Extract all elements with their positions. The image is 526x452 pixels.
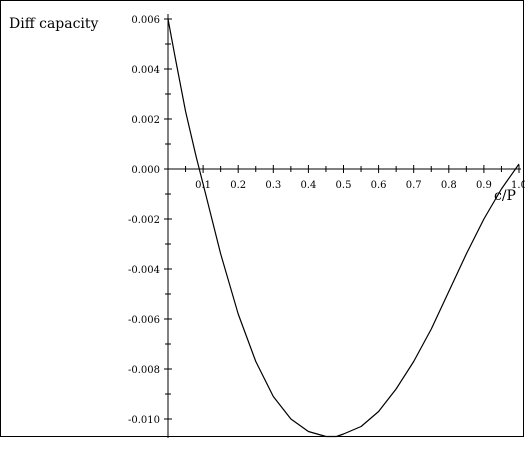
y-tick-label: -0.010 <box>128 415 160 426</box>
x-tick-label: 0.5 <box>336 180 352 191</box>
y-tick-label: -0.004 <box>128 265 160 276</box>
x-tick-label: 0.6 <box>371 180 387 191</box>
y-tick-label: 0.006 <box>131 15 160 26</box>
y-tick-label: -0.006 <box>128 315 160 326</box>
x-tick-label: 0.9 <box>476 180 492 191</box>
x-tick-label: 1.0 <box>511 180 525 191</box>
chart-frame: Diff capacity c/P 0.1 0.2 0.3 0.4 0.5 0.6 0.7 0… <box>0 0 526 439</box>
y-tick-label: -0.008 <box>128 365 160 376</box>
y-tick-label: -0.002 <box>128 215 160 226</box>
y-tick-label: 0.002 <box>131 115 160 126</box>
y-tick-label: 0.000 <box>131 165 160 176</box>
y-axis-label: Diff capacity <box>9 16 99 32</box>
x-tick-label: 0.8 <box>441 180 457 191</box>
chart: Diff capacity c/P 0.1 0.2 0.3 0.4 0.5 0.6 0.7 0… <box>9 14 526 439</box>
series-line <box>167 18 520 438</box>
x-tick-label: 0.2 <box>230 180 246 191</box>
x-tick-label: 0.3 <box>265 180 281 191</box>
y-tick-label: 0.004 <box>131 65 160 76</box>
x-tick-label: 0.7 <box>406 180 422 191</box>
x-tick-label: 0.4 <box>300 180 316 191</box>
